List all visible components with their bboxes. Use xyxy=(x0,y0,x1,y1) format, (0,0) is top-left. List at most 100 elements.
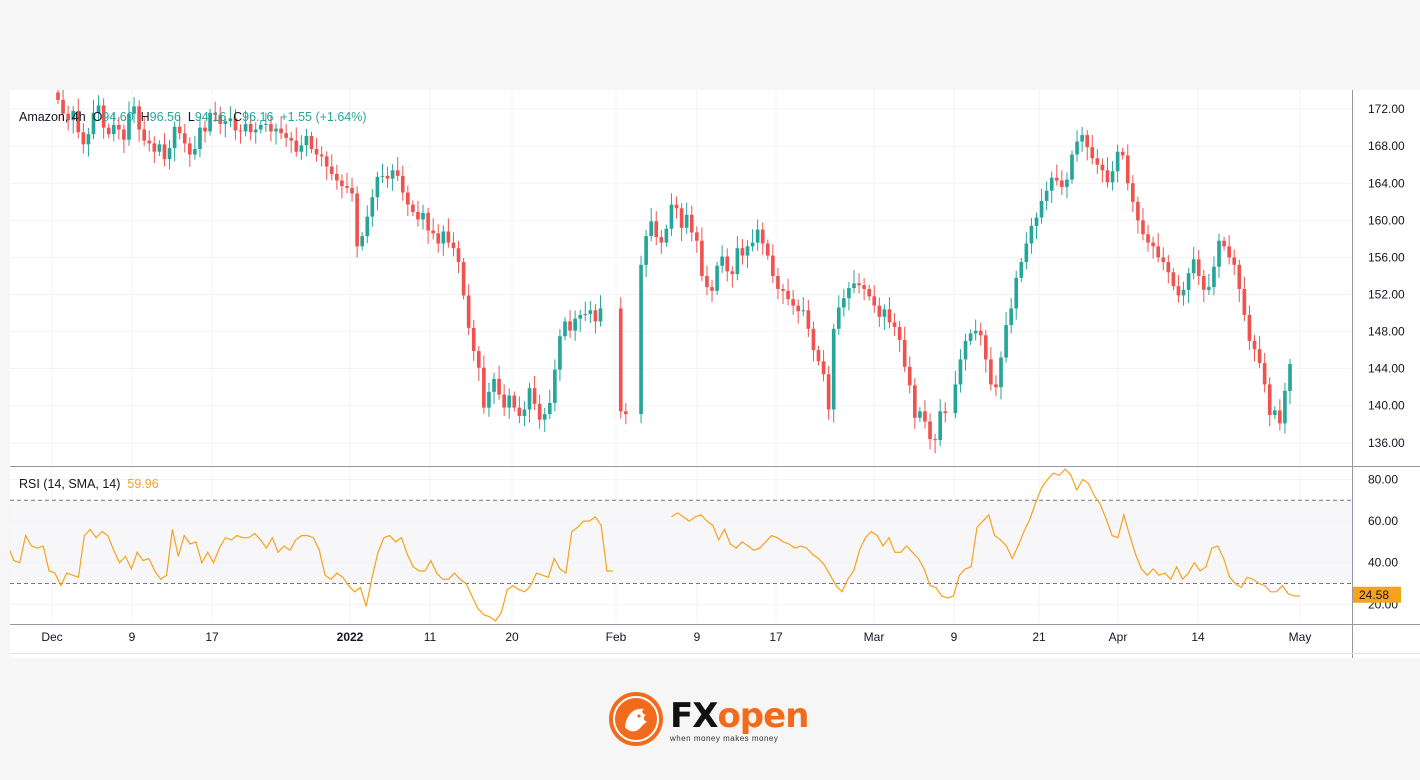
candle-body xyxy=(1100,164,1105,171)
candle-body xyxy=(1257,349,1262,364)
candle-body xyxy=(933,439,937,441)
high-label: H xyxy=(140,110,150,124)
candle-body xyxy=(324,156,329,167)
candle-body xyxy=(943,411,948,414)
candle-body xyxy=(938,411,942,441)
candle-body xyxy=(1019,262,1024,278)
candle-body xyxy=(461,262,466,296)
candle-body xyxy=(745,246,750,256)
candle-body xyxy=(791,299,795,306)
top-margin xyxy=(0,0,1420,90)
candle-body xyxy=(436,233,441,244)
price-tick-label: 172.00 xyxy=(1368,102,1405,116)
candle-body xyxy=(862,285,866,289)
candle-body xyxy=(527,388,532,410)
candle-body xyxy=(517,407,522,416)
candle-body xyxy=(872,296,877,306)
candle-body xyxy=(314,148,319,155)
candle-body xyxy=(649,221,654,237)
grid-lines xyxy=(10,90,1352,623)
candle-body xyxy=(319,154,324,157)
candle-body xyxy=(989,359,993,385)
candle-body xyxy=(1156,246,1161,258)
candle-body xyxy=(963,340,968,360)
candle-body xyxy=(1288,364,1292,391)
candle-body xyxy=(81,132,86,145)
fxopen-logo: FXopen when money makes money xyxy=(608,690,809,748)
candle-body xyxy=(573,318,577,331)
candle-body xyxy=(1136,201,1140,221)
candle-body xyxy=(1090,147,1095,159)
candle-body xyxy=(56,92,60,100)
candle-body xyxy=(111,124,116,135)
candle-body xyxy=(999,357,1003,388)
rsi-value: 59.96 xyxy=(127,477,159,491)
candle-body xyxy=(750,242,755,247)
candle-body xyxy=(86,134,91,145)
candle-body xyxy=(679,208,684,228)
candle-body xyxy=(639,264,643,415)
candle-body xyxy=(441,231,446,244)
open-value: 94.60 xyxy=(102,110,134,124)
candle-body xyxy=(669,204,674,229)
candle-body xyxy=(213,112,217,115)
candle-body xyxy=(228,118,233,122)
rsi-tick-label: 40.00 xyxy=(1368,556,1398,570)
candle-body xyxy=(223,121,228,124)
candle-body xyxy=(588,310,593,314)
price-tick-label: 148.00 xyxy=(1368,325,1405,339)
candle-body xyxy=(492,378,496,392)
candle-body xyxy=(395,170,400,176)
candle-body xyxy=(340,180,344,187)
candle-body xyxy=(1060,180,1064,187)
price-tick-label: 140.00 xyxy=(1368,399,1405,413)
candle-body xyxy=(912,385,917,418)
x-tick-label: 17 xyxy=(769,630,783,644)
candle-body xyxy=(431,230,436,234)
candle-body xyxy=(1009,308,1013,326)
candle-body xyxy=(248,123,253,133)
candle-body xyxy=(1186,273,1191,290)
candle-body xyxy=(781,288,785,291)
candle-body xyxy=(624,411,628,415)
rsi-series xyxy=(10,468,1300,622)
candle-body xyxy=(928,421,932,440)
x-tick-label: Apr xyxy=(1109,630,1128,644)
logo-tagline: when money makes money xyxy=(670,733,779,743)
candle-body xyxy=(96,105,101,113)
candle-body xyxy=(218,114,223,124)
candle-body xyxy=(101,105,106,128)
candle-body xyxy=(537,403,542,420)
x-tick-label: Dec xyxy=(41,630,62,644)
candle-body xyxy=(279,128,283,134)
candle-body xyxy=(1196,259,1201,276)
candle-body xyxy=(1227,246,1231,258)
price-tick-label: 160.00 xyxy=(1368,213,1405,227)
candle-body xyxy=(720,256,724,266)
candle-body xyxy=(335,174,339,181)
candle-body xyxy=(674,204,679,209)
candle-body xyxy=(1034,217,1039,226)
high-value: 96.56 xyxy=(149,110,181,124)
candle-body xyxy=(329,166,334,175)
candle-body xyxy=(568,321,572,331)
candle-body xyxy=(618,308,623,412)
symbol-label: Amazon, 4h xyxy=(19,110,86,124)
candle-body xyxy=(1044,190,1049,201)
candle-body xyxy=(593,310,598,322)
candle-body xyxy=(1181,289,1186,296)
candle-body xyxy=(1207,287,1211,290)
change-value: +1.55 (+1.64%) xyxy=(280,110,367,124)
candle-body xyxy=(71,110,76,121)
candle-body xyxy=(294,140,299,152)
candle-body xyxy=(897,326,902,340)
candle-body xyxy=(1014,277,1019,309)
candle-body xyxy=(1151,242,1155,247)
candle-body xyxy=(923,411,927,422)
candle-body xyxy=(187,143,192,155)
candle-body xyxy=(735,248,740,275)
chart-canvas[interactable]: 172.00 168.00 164.00 160.00 156.00 152.00 148.… xyxy=(10,90,1420,658)
candle-body xyxy=(563,321,567,337)
candle-body xyxy=(973,330,978,334)
axes: 172.00 168.00 164.00 160.00 156.00 152.00 148.… xyxy=(10,90,1420,658)
